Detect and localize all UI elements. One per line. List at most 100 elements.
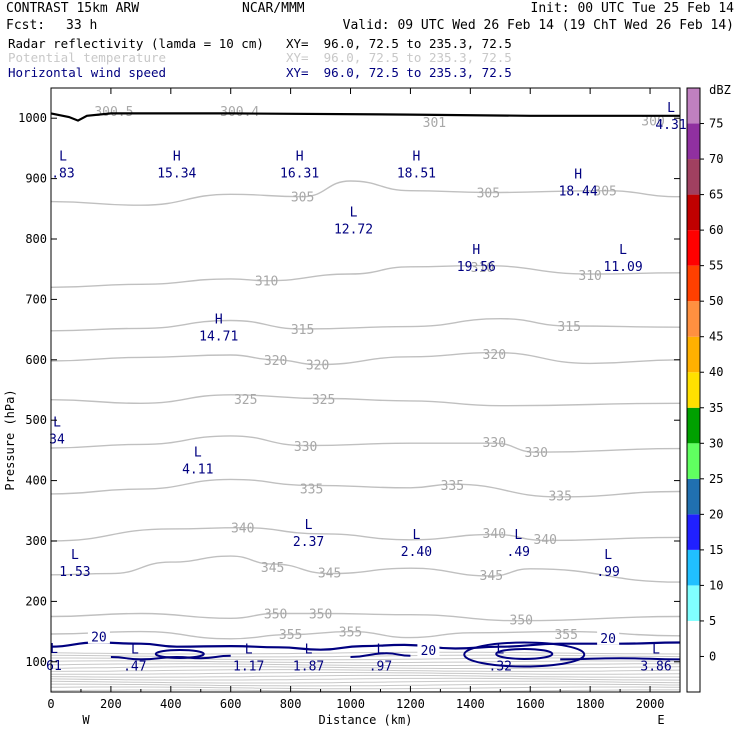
theta-contour-320 xyxy=(50,351,681,366)
x-tick-label: 2000 xyxy=(636,697,665,711)
colorbar-swatch xyxy=(687,230,700,266)
theta-contour-325 xyxy=(50,394,681,407)
theta-contour-label: 320 xyxy=(264,354,287,369)
theta-contour-label: 335 xyxy=(548,490,571,505)
wind-label-bg xyxy=(597,630,620,645)
wind-label-bg xyxy=(417,642,440,657)
colorbar-swatch xyxy=(687,656,700,692)
theta-contours: 355 355 355 350 350 350 345 345 345 340 340 340 335 3… xyxy=(50,105,681,643)
upper-theta-line xyxy=(50,651,681,655)
theta-contour-label: 305 xyxy=(291,191,314,206)
field-xy-wind: XY= 96.0, 72.5 to 235.3, 72.5 xyxy=(286,65,512,80)
extremum-marker: L xyxy=(131,642,139,657)
theta-contour-label: 320 xyxy=(306,359,329,374)
upper-theta-line xyxy=(50,671,681,675)
extremum-value: 34 xyxy=(49,432,65,447)
field-xy-reflectivity: XY= 96.0, 72.5 to 235.3, 72.5 xyxy=(286,36,512,51)
extremum-value: 2.40 xyxy=(401,545,432,560)
upper-theta-line xyxy=(50,689,680,693)
theta-contour-label: 310 xyxy=(471,261,494,276)
colorbar-frame xyxy=(686,87,701,693)
colorbar-label: 40 xyxy=(709,365,723,379)
extremum-marker: L xyxy=(413,528,421,543)
theta-contour-label: 330 xyxy=(294,440,317,455)
colorbar-label: 0 xyxy=(709,649,716,663)
extremum-marker: L xyxy=(194,446,202,461)
extremum-marker: L xyxy=(652,642,660,657)
extremum-marker: H xyxy=(215,313,223,328)
y-tick-label: 900 xyxy=(25,172,47,186)
colorbar-label: 75 xyxy=(709,117,723,131)
theta-contour-label: 305 xyxy=(477,186,500,201)
upper-theta-line xyxy=(50,674,681,678)
extrema-labels: L 61 L .47 L 1.17 L 1.87 L .97 L .32 L 3.86 L 1.53 L 2.37… xyxy=(46,101,687,674)
theta-contour-label: 300 xyxy=(641,115,664,130)
colorbar-swatch xyxy=(687,620,700,657)
upper-theta-line xyxy=(50,666,681,670)
x-tick-label: 1000 xyxy=(336,697,365,711)
theta-contour-label: 335 xyxy=(300,482,323,497)
colorbar-unit: dBZ xyxy=(709,83,731,97)
colorbar-swatch xyxy=(687,301,700,337)
y-tick-label: 100 xyxy=(25,655,47,669)
colorbar-label: 45 xyxy=(709,330,723,344)
colorbar-label: 50 xyxy=(709,294,723,308)
theta-contour-label: 350 xyxy=(510,614,533,629)
theta-contour-label: 325 xyxy=(234,393,257,408)
colorbar-swatch xyxy=(687,514,700,550)
extremum-value: 18.51 xyxy=(397,167,436,182)
extremum-value: 11.09 xyxy=(604,260,643,275)
colorbar-swatch xyxy=(687,372,700,408)
y-axis-title: Pressure (hPa) xyxy=(3,389,17,490)
wind-contour-label: 20 xyxy=(421,644,437,659)
terrain-line xyxy=(50,112,680,122)
y-tick-label: 200 xyxy=(25,594,47,608)
theta-contour-label: 345 xyxy=(480,569,503,584)
theta-contour-label: 301 xyxy=(423,116,446,131)
extremum-marker: L xyxy=(619,243,627,258)
theta-contour-label: 310 xyxy=(255,275,278,290)
colorbar-swatch xyxy=(687,585,700,621)
colorbar-label: 65 xyxy=(709,188,723,202)
x-axis-title: Distance (km) xyxy=(319,713,413,727)
theta-contour-345 xyxy=(50,555,681,583)
wind-contour-jet-core xyxy=(495,647,554,660)
theta-contour-330 xyxy=(50,435,681,453)
theta-contour-label: 355 xyxy=(279,628,302,643)
wind-label-bg xyxy=(87,629,110,644)
colorbar-swatch xyxy=(687,194,700,231)
theta-contour-305 xyxy=(50,180,681,206)
wind-contour-segment xyxy=(350,652,411,658)
y-tick-label: 500 xyxy=(25,413,47,427)
theta-contour-label: 350 xyxy=(309,607,332,622)
colorbar-label: 35 xyxy=(709,401,723,415)
theta-contour-340 xyxy=(50,526,681,542)
theta-contour-label: 345 xyxy=(261,561,284,576)
theta-contour-335 xyxy=(50,478,681,498)
extremum-marker: L xyxy=(305,518,313,533)
field-name-wind: Horizontal wind speed xyxy=(8,65,167,80)
colorbar-label: 70 xyxy=(709,152,723,166)
theta-contour-label: 355 xyxy=(554,628,577,643)
upper-theta-line xyxy=(50,683,681,687)
extremum-value: .97 xyxy=(369,659,392,674)
y-tick-label: 300 xyxy=(25,534,47,548)
theta-contour-label: 335 xyxy=(441,479,464,494)
x-tick-label: 800 xyxy=(280,697,302,711)
x-tick-label: 1600 xyxy=(516,697,545,711)
extremum-marker: L xyxy=(305,642,313,657)
extremum-marker: L xyxy=(377,642,385,657)
colorbar-swatch xyxy=(687,407,700,444)
y-tick-label: 600 xyxy=(25,353,47,367)
theta-contour-label: 350 xyxy=(264,607,287,622)
x-tick-label: 400 xyxy=(160,697,182,711)
extremum-value: 4.31 xyxy=(655,118,686,133)
theta-contour-350 xyxy=(50,612,681,622)
upper-theta-line xyxy=(50,680,681,684)
y-tick-label: 1000 xyxy=(18,111,47,125)
x-tick-label: 600 xyxy=(220,697,242,711)
colorbar-label: 25 xyxy=(709,472,723,486)
extremum-value: .47 xyxy=(123,659,146,674)
extremum-value: 4.11 xyxy=(182,463,213,478)
plot-frame xyxy=(50,87,681,693)
